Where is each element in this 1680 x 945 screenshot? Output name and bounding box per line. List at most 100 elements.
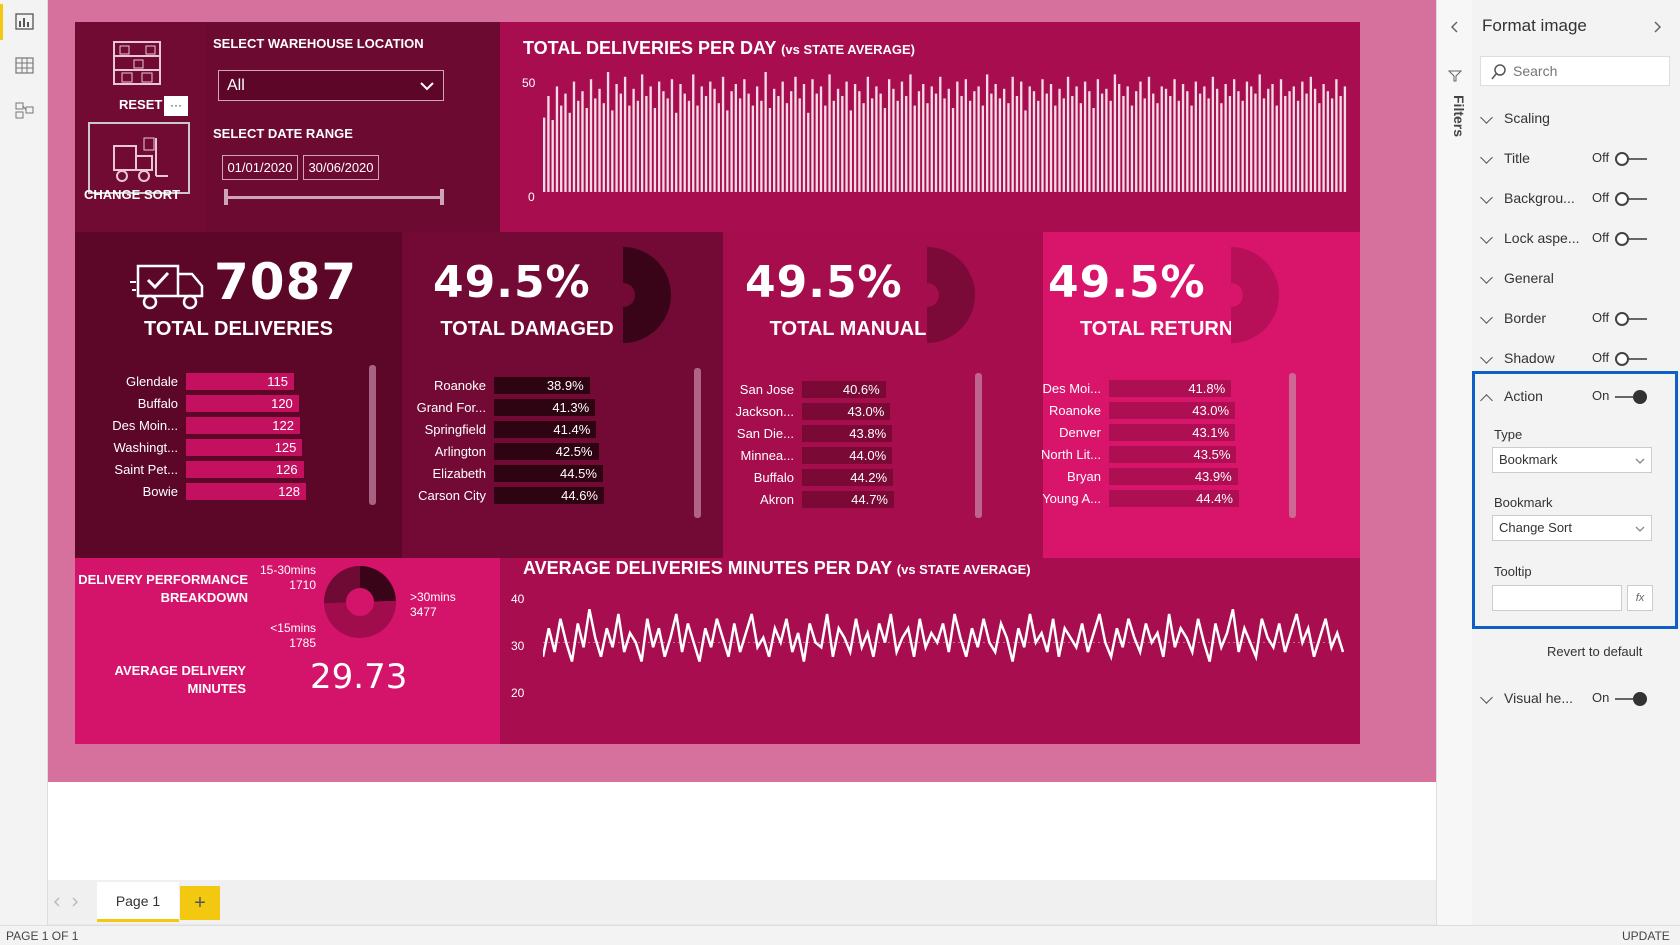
donut-slice — [360, 566, 396, 602]
daily-bar — [1173, 79, 1176, 192]
minutes-chart-title: AVERAGE DELIVERIES MINUTES PER DAY (vs S… — [523, 558, 1031, 578]
list-item-bar: 120 — [186, 395, 299, 412]
visual-header-state: On — [1592, 690, 1610, 705]
collapse-pane-icon[interactable] — [1450, 20, 1460, 34]
list-item[interactable]: Buffalo 120 — [88, 395, 343, 413]
page-tab-1[interactable]: Page 1 — [97, 882, 179, 922]
forklift-icon — [113, 137, 168, 182]
change-sort-button[interactable] — [88, 122, 190, 194]
chevron-down-icon — [1480, 271, 1493, 284]
update-label[interactable]: UPDATE — [1622, 929, 1670, 943]
daily-bar — [598, 88, 601, 192]
list-item[interactable]: Saint Pet... 126 — [88, 461, 343, 479]
list-item[interactable]: Buffalo 44.2% — [728, 469, 968, 487]
bookmark-dropdown[interactable]: Change Sort — [1492, 515, 1652, 541]
data-view-icon[interactable] — [15, 57, 34, 74]
list-item-bar: 43.9% — [1109, 468, 1238, 485]
section-action-label: Action — [1504, 388, 1543, 404]
section-toggle[interactable] — [1615, 152, 1647, 166]
warehouse-dropdown[interactable]: All — [218, 70, 444, 101]
section-6[interactable]: Border Off — [1480, 310, 1672, 334]
manual-list-scrollbar[interactable] — [975, 373, 982, 518]
daily-bar — [623, 76, 627, 192]
section-visual-header[interactable]: Visual he... On — [1480, 690, 1672, 714]
list-item[interactable]: Arlington 42.5% — [408, 443, 648, 461]
type-dropdown[interactable]: Bookmark — [1492, 447, 1652, 473]
warehouse-shelf-icon[interactable] — [112, 40, 162, 86]
list-item[interactable]: Grand For... 41.3% — [408, 399, 648, 417]
daily-bar — [1122, 96, 1125, 192]
next-page-icon[interactable] — [70, 896, 80, 908]
list-item[interactable]: Young A... 44.4% — [1038, 490, 1293, 508]
list-item-bar: 128 — [186, 483, 306, 500]
revert-to-default-link[interactable]: Revert to default — [1547, 644, 1643, 659]
list-item[interactable]: Carson City 44.6% — [408, 487, 648, 505]
section-toggle[interactable] — [1615, 352, 1647, 366]
list-item[interactable]: Springfield 41.4% — [408, 421, 648, 439]
list-item[interactable]: Minnea... 44.0% — [728, 447, 968, 465]
list-item[interactable]: San Jose 40.6% — [728, 381, 968, 399]
daily-bar — [1215, 88, 1219, 192]
more-options-button[interactable]: ··· — [164, 96, 188, 116]
section-7[interactable]: Shadow Off — [1480, 350, 1672, 374]
daily-bar — [1092, 108, 1095, 192]
report-view-icon[interactable] — [15, 13, 34, 30]
daily-bar — [1045, 93, 1048, 192]
list-item[interactable]: Akron 44.7% — [728, 491, 968, 509]
date-slider-start-handle[interactable] — [224, 189, 228, 205]
tooltip-input[interactable] — [1492, 585, 1622, 611]
list-item[interactable]: Roanoke 43.0% — [1038, 402, 1293, 420]
filters-pane[interactable]: Filters — [1436, 0, 1472, 925]
list-item[interactable]: Glendale 115 — [88, 373, 343, 391]
action-toggle[interactable] — [1615, 390, 1647, 404]
section-4[interactable]: Lock aspe... Off — [1480, 230, 1672, 254]
section-3[interactable]: Backgrou... Off — [1480, 190, 1672, 214]
list-item[interactable]: Denver 43.1% — [1038, 424, 1293, 442]
section-2[interactable]: Title Off — [1480, 150, 1672, 174]
fx-button[interactable]: fx — [1627, 585, 1653, 611]
list-item-name: Minnea... — [740, 448, 794, 463]
list-item[interactable]: Des Moi... 41.8% — [1038, 380, 1293, 398]
date-end-input[interactable]: 30/06/2020 — [303, 155, 379, 180]
section-action[interactable]: Action On — [1480, 388, 1672, 412]
daily-bar — [1049, 84, 1053, 192]
list-item[interactable]: Elizabeth 44.5% — [408, 465, 648, 483]
list-item[interactable]: San Die... 43.8% — [728, 425, 968, 443]
daily-bar — [555, 86, 559, 192]
section-5[interactable]: General — [1480, 270, 1672, 294]
previous-page-icon[interactable] — [52, 896, 62, 908]
list-item[interactable]: Bryan 43.9% — [1038, 468, 1293, 486]
chevron-right-icon[interactable] — [1652, 20, 1662, 34]
daily-bar — [594, 98, 597, 192]
list-item[interactable]: Roanoke 38.9% — [408, 377, 648, 395]
segment-over-30-label: >30mins 3477 — [410, 590, 456, 619]
daily-bar — [1254, 93, 1257, 192]
list-item[interactable]: Des Moin... 122 — [88, 417, 343, 435]
add-page-button[interactable]: + — [180, 886, 220, 920]
section-1[interactable]: Scaling — [1480, 110, 1672, 134]
daily-bar — [755, 86, 759, 192]
section-toggle[interactable] — [1615, 312, 1647, 326]
daily-bar — [832, 100, 835, 192]
format-search-box[interactable] — [1480, 56, 1670, 86]
list-item-value: 43.9% — [1194, 469, 1232, 484]
section-toggle[interactable] — [1615, 232, 1647, 246]
daily-bar — [1139, 81, 1142, 192]
filters-label[interactable]: Filters — [1451, 95, 1467, 138]
daily-bar — [977, 86, 980, 192]
returned-list-scrollbar[interactable] — [1289, 373, 1296, 518]
date-slider-end-handle[interactable] — [440, 189, 444, 205]
deliveries-list-scrollbar[interactable] — [369, 365, 376, 505]
visual-header-toggle[interactable] — [1615, 692, 1647, 706]
date-start-input[interactable]: 01/01/2020 — [222, 155, 298, 180]
list-item[interactable]: Jackson... 43.0% — [728, 403, 968, 421]
list-item[interactable]: Bowie 128 — [88, 483, 343, 501]
damaged-list-scrollbar[interactable] — [694, 368, 701, 518]
section-toggle[interactable] — [1615, 192, 1647, 206]
daily-bar — [1126, 86, 1129, 192]
list-item[interactable]: North Lit... 43.5% — [1038, 446, 1293, 464]
model-view-icon[interactable] — [15, 102, 34, 119]
daily-bar — [964, 79, 968, 192]
search-input[interactable] — [1513, 61, 1663, 81]
list-item[interactable]: Washingt... 125 — [88, 439, 343, 457]
